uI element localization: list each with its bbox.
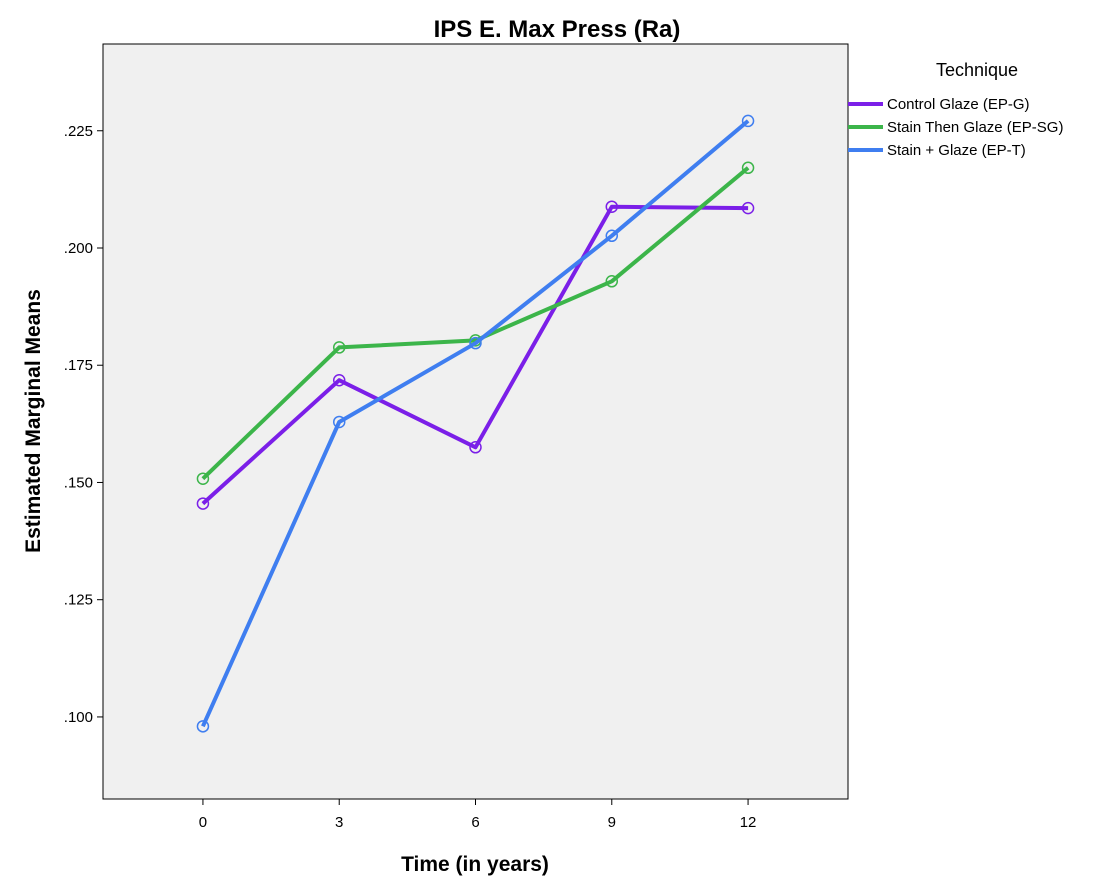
- data-point: [196, 497, 210, 510]
- data-point: [196, 472, 210, 485]
- series-line: [201, 119, 750, 728]
- y-tick-label: .125: [64, 592, 93, 609]
- data-point: [741, 201, 755, 215]
- data-point: [196, 720, 210, 733]
- legend-label: Stain Then Glaze (EP-SG): [887, 119, 1063, 136]
- legend-item: Stain + Glaze (EP-T): [848, 142, 1026, 159]
- y-tick-label: .150: [64, 474, 93, 491]
- x-tick-label: 9: [608, 814, 616, 831]
- series-1: [196, 200, 755, 510]
- x-tick-label: 0: [199, 814, 207, 831]
- plot-area: [102, 43, 849, 800]
- data-point: [332, 415, 346, 429]
- series-line: [201, 204, 749, 506]
- data-point: [469, 336, 482, 350]
- legend-item: Stain Then Glaze (EP-SG): [848, 119, 1063, 136]
- data-point: [605, 229, 619, 243]
- x-tick-label: 6: [471, 814, 479, 831]
- legend-label: Stain + Glaze (EP-T): [887, 142, 1026, 159]
- y-tick-label: .225: [64, 123, 93, 140]
- y-tick-label: .200: [64, 240, 93, 257]
- data-point: [605, 200, 619, 213]
- x-axis: 0 3 6 9 12: [199, 799, 757, 831]
- legend: Technique Control Glaze (EP-G) Stain Then…: [848, 60, 1063, 159]
- y-tick-label: .100: [64, 709, 93, 726]
- series-3: [196, 114, 755, 733]
- data-point: [741, 114, 755, 128]
- data-point: [469, 441, 482, 454]
- x-tick-label: 12: [740, 814, 757, 831]
- data-point: [605, 275, 619, 288]
- data-point: [741, 161, 755, 175]
- x-axis-title: Time (in years): [401, 853, 549, 876]
- legend-label: Control Glaze (EP-G): [887, 96, 1030, 113]
- series-line: [201, 166, 750, 481]
- x-tick-label: 3: [335, 814, 343, 831]
- y-axis-title: Estimated Marginal Means: [22, 289, 45, 553]
- data-point: [332, 373, 346, 387]
- data-point: [332, 341, 346, 354]
- y-tick-label: .175: [64, 357, 93, 374]
- series-layer: [196, 114, 755, 733]
- chart-title: IPS E. Max Press (Ra): [434, 16, 681, 43]
- legend-title: Technique: [936, 60, 1018, 80]
- legend-item: Control Glaze (EP-G): [848, 96, 1030, 113]
- y-axis: .100 .125 .150 .175 .200 .225: [64, 123, 103, 726]
